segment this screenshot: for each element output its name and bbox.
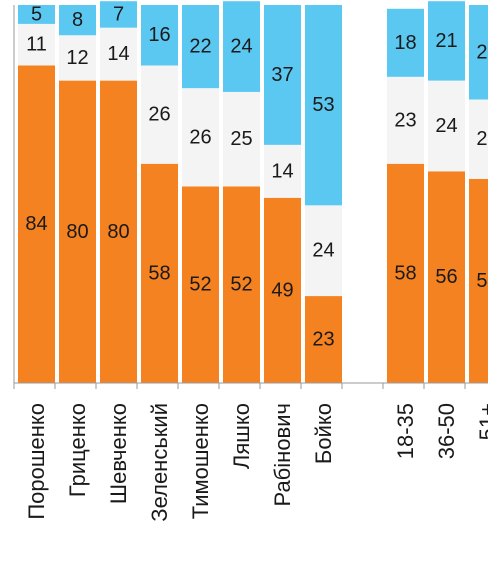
value-label: 56: [435, 266, 457, 288]
value-label: 25: [476, 41, 488, 63]
value-label: 25: [230, 128, 252, 150]
bar-segment: [100, 27, 137, 81]
bar-segment: [264, 5, 301, 145]
bar-segment: [305, 205, 342, 297]
value-label: 23: [394, 109, 416, 131]
value-label: 22: [189, 36, 211, 58]
value-label: 14: [271, 160, 293, 182]
x-tick-label: 51+: [475, 403, 488, 440]
x-tick-label: Гриценко: [65, 403, 90, 497]
value-label: 52: [230, 274, 252, 296]
bar-segment: [223, 91, 260, 187]
value-label: 7: [113, 3, 124, 25]
bar-segment: [428, 1, 465, 81]
bar-segment: [428, 80, 465, 172]
bar-segment: [141, 163, 178, 383]
x-tick-label: Зеленський: [147, 403, 172, 522]
bar-segment: [59, 35, 96, 81]
bar-segment: [387, 8, 424, 77]
bar-segment: [100, 80, 137, 383]
bar-segment: [264, 197, 301, 383]
x-tick-label: Шевченко: [106, 403, 131, 504]
value-label: 26: [189, 126, 211, 148]
value-label: 11: [26, 34, 47, 56]
bar-segment: [182, 186, 219, 383]
value-label: 58: [148, 262, 170, 284]
value-label: 14: [107, 43, 129, 65]
bar-segment: [305, 5, 342, 206]
x-tick-label: Порошенко: [24, 403, 49, 520]
bar-segment: [264, 144, 301, 198]
x-tick-label: 36-50: [434, 403, 459, 459]
value-label: 49: [271, 279, 293, 301]
value-label: 53: [312, 94, 334, 116]
value-label: 58: [394, 262, 416, 284]
bar-segment: [223, 1, 260, 92]
bar-segment: [469, 99, 488, 179]
value-label: 84: [25, 213, 47, 235]
bar-segment: [59, 5, 96, 36]
bar-segment: [305, 296, 342, 383]
x-tick-label: 18-35: [393, 403, 418, 459]
bar-segment: [100, 1, 137, 28]
value-label: 5: [31, 3, 42, 25]
bar-segment: [141, 5, 178, 66]
bar-segment: [223, 186, 260, 383]
value-label: 24: [230, 36, 252, 58]
bar-segment: [59, 80, 96, 383]
x-tick-label: Бойко: [311, 403, 336, 464]
value-label: 54: [476, 270, 488, 292]
bar-segment: [387, 163, 424, 383]
bar-segment: [18, 5, 55, 24]
value-label: 21: [476, 128, 488, 150]
value-label: 21: [435, 30, 457, 52]
x-tick-label: Ляшко: [229, 403, 254, 469]
value-label: 24: [435, 115, 457, 137]
bar-segment: [182, 88, 219, 187]
bar-segment: [469, 5, 488, 100]
bar-segment: [469, 178, 488, 383]
value-label: 26: [148, 104, 170, 126]
bar-segment: [18, 65, 55, 383]
bar-segment: [387, 76, 424, 164]
value-label: 16: [148, 24, 170, 46]
x-tick-label: Тимошенко: [188, 403, 213, 519]
value-label: 8: [72, 9, 83, 31]
bar-segment: [141, 65, 178, 164]
value-label: 18: [394, 32, 416, 54]
value-label: 37: [271, 64, 293, 86]
value-label: 24: [312, 240, 334, 262]
bar-segment: [18, 23, 55, 66]
value-label: 80: [66, 221, 88, 243]
value-label: 52: [189, 274, 211, 296]
value-label: 80: [107, 221, 129, 243]
bar-segment: [182, 5, 219, 89]
value-label: 12: [66, 47, 88, 69]
value-label: 23: [312, 329, 334, 351]
x-tick-label: Рабінович: [270, 403, 295, 507]
bar-segment: [428, 171, 465, 383]
